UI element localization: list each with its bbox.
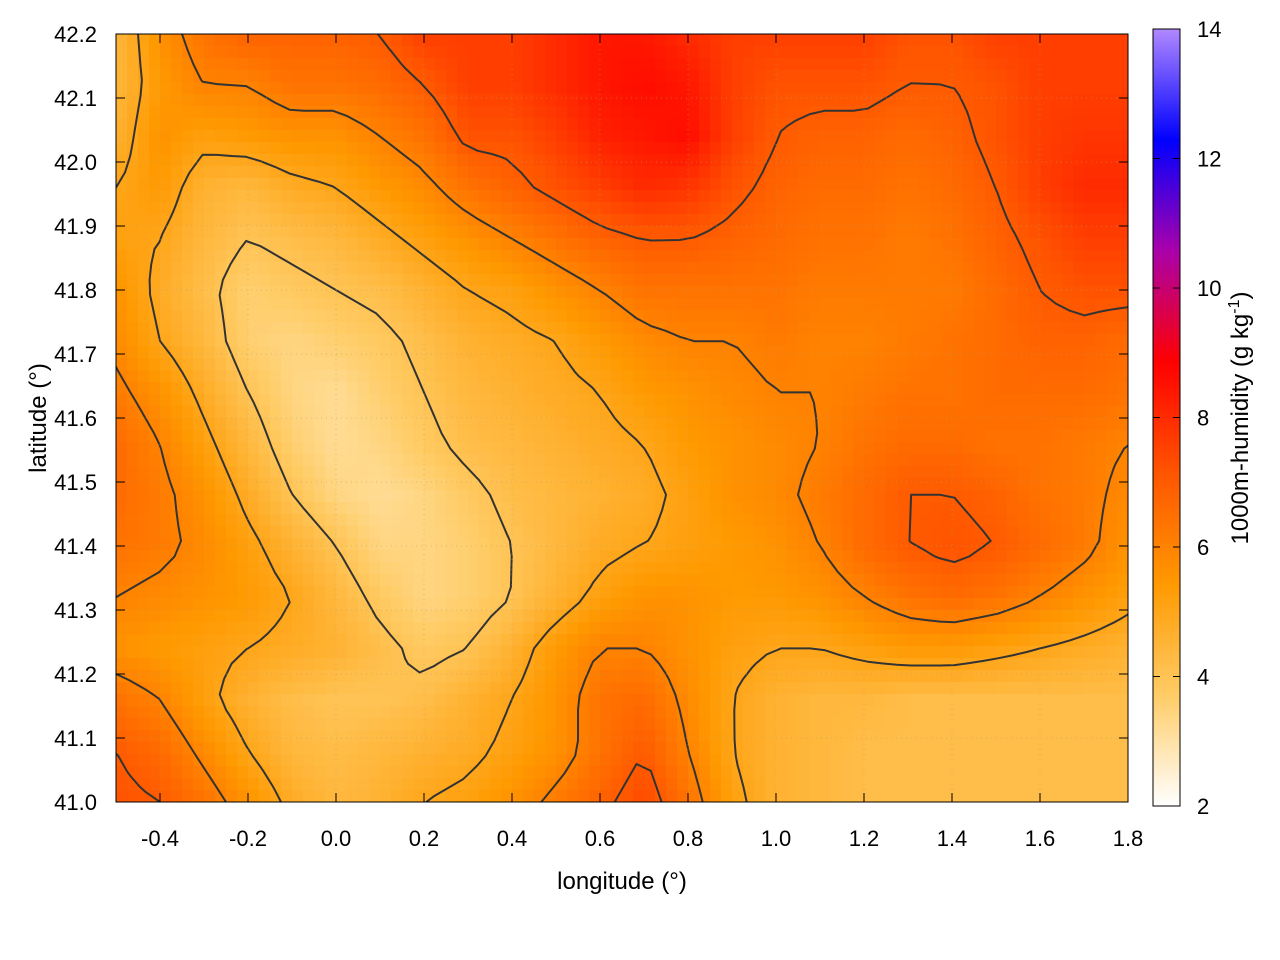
x-tick-label: 0.8 <box>673 826 704 851</box>
x-tick-label: -0.4 <box>141 826 179 851</box>
grid-lines <box>116 34 1128 802</box>
colorbar-tick-label: 10 <box>1197 276 1221 301</box>
x-tick-label: 1.6 <box>1025 826 1056 851</box>
colorbar-label-exponent: -1 <box>1226 299 1243 313</box>
x-tick-label: 0.6 <box>585 826 616 851</box>
y-axis-label: latitude (°) <box>25 363 52 473</box>
x-tick-label: 0.2 <box>409 826 440 851</box>
x-tick-label: 1.4 <box>937 826 968 851</box>
colorbar-label: 1000m-humidity (g kg-1) <box>1226 292 1254 545</box>
x-tick-label: 0.4 <box>497 826 528 851</box>
colorbar-tick-label: 14 <box>1197 17 1221 42</box>
colorbar-tick-label: 2 <box>1197 794 1209 819</box>
y-tick-label: 41.9 <box>54 214 97 239</box>
y-tick-label: 41.3 <box>54 598 97 623</box>
contour-level-5 <box>116 34 1128 802</box>
colorbar-label-main: 1000m-humidity (g kg <box>1227 314 1254 545</box>
colorbar-tick-label: 4 <box>1197 665 1209 690</box>
y-tick-label: 41.6 <box>54 406 97 431</box>
y-tick-label: 42.1 <box>54 86 97 111</box>
contour-level-7 <box>116 34 1128 802</box>
y-tick-label: 41.0 <box>54 790 97 815</box>
contour-lines <box>116 34 1128 802</box>
y-axis: 41.0 41.1 41.2 41.3 41.4 41.5 41.6 41.7 41.8 41.9… <box>54 22 1128 815</box>
x-tick-label: 1.2 <box>849 826 880 851</box>
y-tick-label: 41.5 <box>54 470 97 495</box>
colorbar-tick-label: 8 <box>1197 406 1209 431</box>
colorbar-label-end: ) <box>1227 292 1254 300</box>
contour-level-4 <box>218 240 513 674</box>
colorbar-tick-label: 12 <box>1197 147 1221 172</box>
x-tick-label: 1.8 <box>1113 826 1144 851</box>
x-tick-label: 0.0 <box>321 826 352 851</box>
colorbar-tick-label: 6 <box>1197 535 1209 560</box>
y-tick-label: 41.2 <box>54 662 97 687</box>
x-tick-label: 1.0 <box>761 826 792 851</box>
y-tick-label: 41.4 <box>54 534 97 559</box>
y-tick-label: 41.8 <box>54 278 97 303</box>
y-tick-label: 42.2 <box>54 22 97 47</box>
y-tick-label: 41.1 <box>54 726 97 751</box>
y-tick-label: 42.0 <box>54 150 97 175</box>
colorbar-ticks: 2 4 6 8 10 12 14 <box>1153 17 1221 819</box>
y-tick-label: 41.7 <box>54 342 97 367</box>
x-tick-label: -0.2 <box>229 826 267 851</box>
x-axis: -0.4 -0.2 0.0 0.2 0.4 0.6 0.8 1.0 1.2 1.4 1.6 1.8 <box>141 34 1143 851</box>
x-axis-label: longitude (°) <box>557 868 687 895</box>
